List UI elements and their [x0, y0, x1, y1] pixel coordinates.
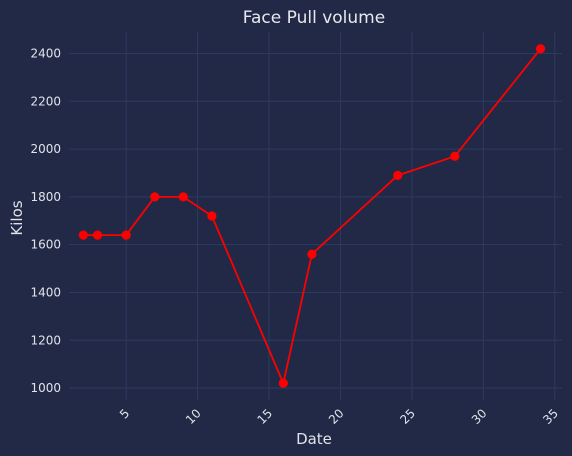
grid [69, 32, 562, 400]
y-tick-label: 2200 [30, 94, 61, 108]
y-tick-label: 1200 [30, 333, 61, 347]
x-tick-label: 10 [183, 406, 204, 427]
data-point [278, 378, 288, 388]
x-tick-label: 35 [540, 406, 561, 427]
x-axis-title: Date [296, 430, 332, 448]
data-point [393, 170, 403, 180]
x-tick-label: 30 [469, 406, 490, 427]
y-tick-label: 2400 [30, 47, 61, 61]
data-point [121, 230, 131, 240]
chart-title: Face Pull volume [243, 8, 385, 28]
data-point [92, 230, 103, 240]
x-tick-label: 15 [254, 406, 275, 427]
y-tick-label: 1800 [30, 190, 61, 204]
data-point [535, 44, 546, 54]
y-tick-label: 1000 [30, 381, 61, 395]
series-line [83, 48, 542, 385]
x-axis-ticks: 5 10 15 20 25 30 35 [117, 406, 561, 427]
data-point [178, 192, 188, 202]
data-point [307, 249, 317, 259]
y-tick-label: 1400 [30, 285, 61, 299]
y-tick-label: 1600 [30, 238, 61, 252]
x-tick-label: 20 [326, 406, 347, 427]
data-point [150, 192, 160, 202]
data-point [78, 230, 88, 240]
y-axis-title: Kilos [8, 200, 26, 235]
series-layer [78, 44, 546, 388]
x-tick-label: 25 [397, 406, 418, 427]
data-point [450, 151, 460, 161]
x-tick-label: 5 [117, 406, 132, 421]
data-point [207, 211, 217, 221]
y-tick-label: 2000 [30, 142, 61, 156]
y-axis-ticks: 1000 1200 1400 1600 1800 2000 2200 2400 [30, 47, 61, 396]
